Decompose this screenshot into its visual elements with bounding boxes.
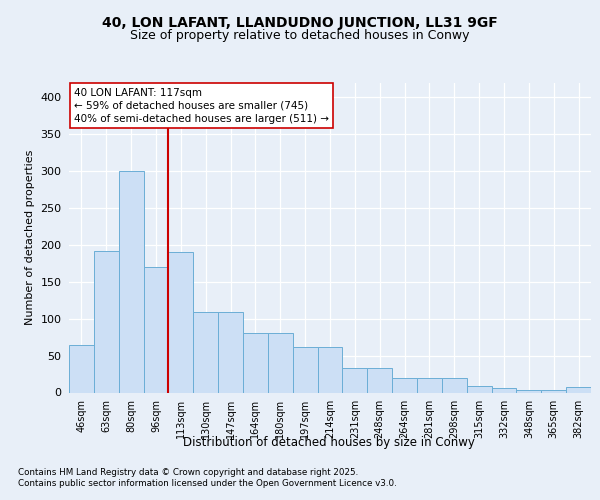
Text: Contains HM Land Registry data © Crown copyright and database right 2025.: Contains HM Land Registry data © Crown c… (18, 468, 358, 477)
Bar (343, 368, 367, 392)
Text: Contains public sector information licensed under the Open Government Licence v3: Contains public sector information licen… (18, 479, 397, 488)
Bar (417, 378, 442, 392)
Bar (119, 171, 143, 392)
Bar (392, 378, 417, 392)
Bar (268, 334, 293, 392)
Bar (442, 378, 467, 392)
Bar (491, 388, 517, 392)
Bar (94, 251, 119, 392)
Text: Size of property relative to detached houses in Conwy: Size of property relative to detached ho… (130, 28, 470, 42)
Bar (218, 312, 243, 392)
Text: Distribution of detached houses by size in Conwy: Distribution of detached houses by size … (183, 436, 475, 449)
Y-axis label: Number of detached properties: Number of detached properties (25, 150, 35, 325)
Bar (143, 267, 169, 392)
Bar (243, 334, 268, 392)
Bar (517, 390, 541, 392)
Bar (467, 386, 491, 392)
Bar (367, 368, 392, 392)
Bar (293, 346, 317, 393)
Text: 40 LON LAFANT: 117sqm
← 59% of detached houses are smaller (745)
40% of semi-det: 40 LON LAFANT: 117sqm ← 59% of detached … (74, 88, 329, 124)
Bar (69, 344, 94, 393)
Bar (541, 390, 566, 392)
Bar (169, 252, 193, 392)
Bar (193, 312, 218, 392)
Text: 40, LON LAFANT, LLANDUDNO JUNCTION, LL31 9GF: 40, LON LAFANT, LLANDUDNO JUNCTION, LL31… (102, 16, 498, 30)
Bar (566, 388, 591, 392)
Bar (317, 346, 343, 393)
